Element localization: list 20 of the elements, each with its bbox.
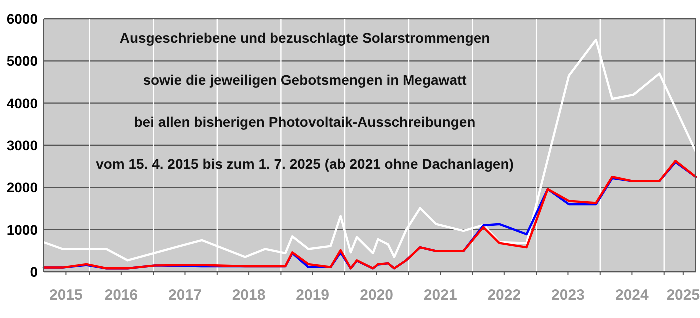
y-tick-label: 5000 (6, 53, 38, 70)
x-tick-label: 2025 (666, 287, 700, 304)
x-tick-label: 2022 (488, 287, 522, 304)
x-tick-label: 2016 (104, 287, 138, 304)
x-tick-label: 2017 (168, 287, 202, 304)
x-tick-label: 2019 (296, 287, 330, 304)
y-tick-label: 6000 (6, 11, 38, 27)
x-tick-label: 2015 (50, 287, 83, 304)
y-tick-label: 0 (30, 264, 38, 280)
x-tick-label: 2021 (424, 287, 458, 304)
y-tick-label: 2000 (6, 180, 38, 196)
y-tick-label: 4000 (6, 95, 38, 112)
x-tick-label: 2018 (232, 287, 266, 304)
y-tick-label: 1000 (6, 222, 38, 238)
x-tick-label: 2020 (360, 287, 394, 304)
y-tick-label: 3000 (6, 138, 38, 154)
x-tick-label: 2024 (616, 287, 650, 304)
text: vom 15. 4. 2015 bis zum 1. 7. 2025 (ab 2021 ohne Dachanlagen) (96, 156, 514, 172)
chart-title: Ausgeschriebene und bezuschlagte Solarstrommengen sowie die jeweiligen Gebotsmengen in Megawatt bei allen bisherigen Photovoltaik-Ausschreibungen (120, 30, 490, 130)
x-tick-label: 2023 (552, 287, 585, 304)
